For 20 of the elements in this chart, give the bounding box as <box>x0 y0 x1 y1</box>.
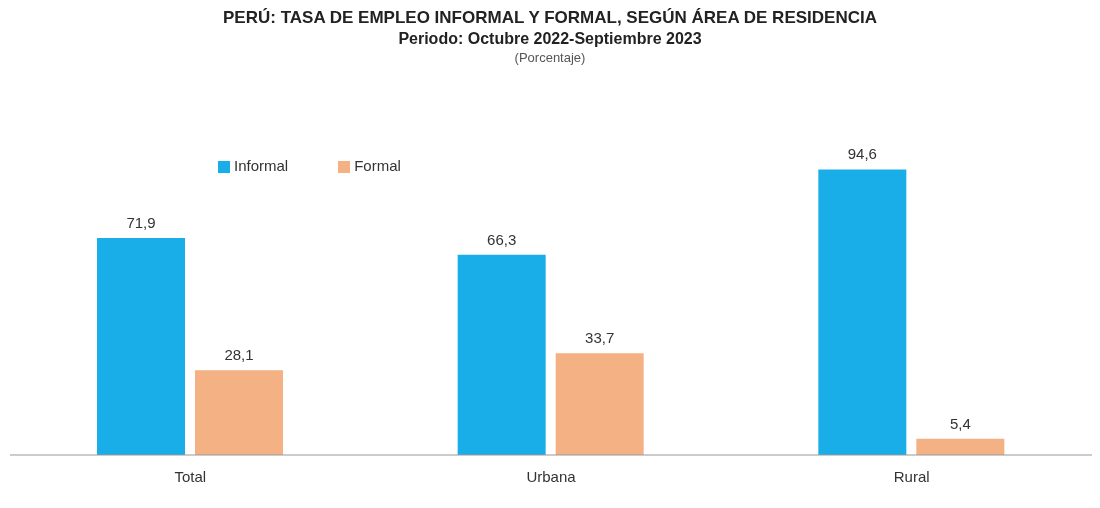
chart-title: PERÚ: TASA DE EMPLEO INFORMAL Y FORMAL, SEGÚN ÁREA DE RESIDENCIA <box>222 8 878 28</box>
x-tick-label: Urbana <box>526 467 577 485</box>
bar <box>457 254 546 455</box>
bar <box>195 370 283 455</box>
bar <box>555 353 644 455</box>
legend-label: Informal <box>234 157 289 174</box>
data-label: 33,7 <box>585 329 615 347</box>
data-label: 71,9 <box>126 213 156 231</box>
x-tick-label: Rural <box>893 467 930 485</box>
text: (Porcentaje) <box>513 50 587 65</box>
legend-label: Formal <box>354 157 401 174</box>
bar <box>818 169 907 455</box>
x-tick-label: Total <box>174 467 207 485</box>
bar <box>97 237 185 455</box>
data-label: 94,6 <box>847 145 877 163</box>
chart-subtitle: Periodo: Octubre 2022-Septiembre 2023 <box>397 30 703 48</box>
data-label: 66,3 <box>487 230 517 248</box>
bar <box>916 438 1005 455</box>
data-label: 28,1 <box>224 346 254 364</box>
data-label: 5,4 <box>949 414 971 432</box>
